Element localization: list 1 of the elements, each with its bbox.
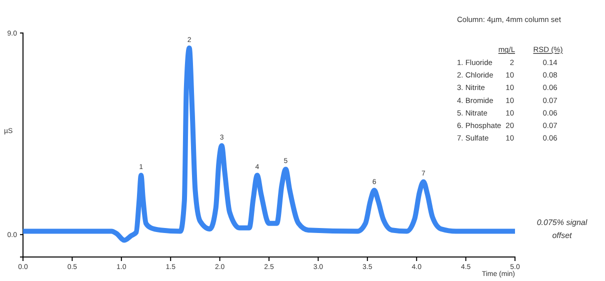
- text: 0.075% signal offset: [536, 218, 588, 240]
